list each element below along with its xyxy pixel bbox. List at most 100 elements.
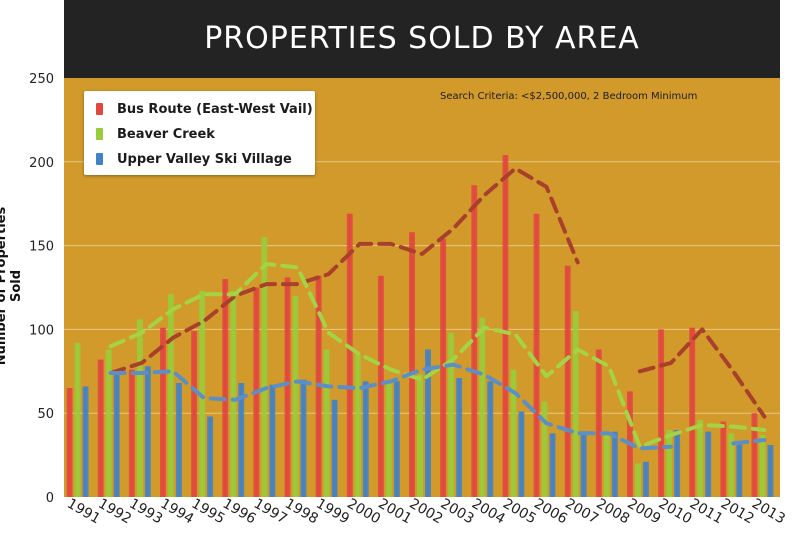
bar-beaver-creek (261, 237, 268, 497)
y-tick-label: 50 (37, 407, 54, 422)
x-tick-label: 2008 (593, 496, 632, 528)
bar-upper-valley (82, 386, 89, 497)
bar-bus-route (440, 238, 447, 497)
bar-upper-valley (300, 379, 307, 497)
y-tick-label: 0 (46, 491, 54, 506)
bar-upper-valley (705, 431, 712, 497)
title-bar: PROPERTIES SOLD BY AREA (64, 0, 780, 78)
bar-bus-route (502, 155, 509, 497)
x-tick-label: 1996 (220, 496, 259, 528)
bar-upper-valley (238, 383, 245, 497)
legend-label-upper-valley: Upper Valley Ski Village (117, 151, 292, 167)
legend-swatch-upper-valley (96, 153, 103, 165)
bar-beaver-creek (385, 383, 392, 497)
bar-upper-valley (642, 461, 649, 497)
bar-beaver-creek (510, 369, 517, 497)
bar-upper-valley (269, 384, 276, 497)
legend: Bus Route (East-West Vail) Beaver Creek … (84, 91, 315, 175)
bar-bus-route (66, 388, 73, 497)
legend-item-bus-route: Bus Route (East-West Vail) (96, 99, 313, 119)
x-tick-label: 2004 (469, 496, 508, 528)
legend-label-beaver-creek: Beaver Creek (117, 126, 215, 142)
bar-bus-route (533, 213, 540, 498)
x-tick-label: 2003 (438, 496, 477, 528)
bar-beaver-creek (728, 433, 735, 497)
bar-bus-route (159, 327, 166, 497)
trendline-bus-route (637, 327, 767, 419)
bar-beaver-creek (167, 294, 174, 497)
bar-bus-route (128, 369, 135, 497)
y-axis-label: Number of Properties Sold (0, 206, 24, 366)
bar-beaver-creek (136, 319, 143, 497)
trendline-beaver-creek (108, 262, 767, 449)
bar-upper-valley (425, 349, 431, 497)
bar-bus-route (191, 331, 198, 497)
x-tick-label: 2002 (407, 496, 446, 528)
legend-item-beaver-creek: Beaver Creek (96, 124, 215, 144)
legend-swatch-bus-route (96, 103, 103, 115)
x-tick-label: 1997 (251, 496, 290, 528)
bar-beaver-creek (323, 349, 330, 497)
bar-upper-valley (767, 445, 774, 497)
bar-upper-valley (487, 381, 494, 497)
bar-upper-valley (736, 443, 743, 497)
x-tick-label: 2007 (562, 496, 601, 528)
bar-bus-route (284, 277, 291, 497)
x-tick-label: 2005 (500, 496, 539, 528)
bar-beaver-creek (292, 295, 299, 497)
bar-beaver-creek (230, 290, 237, 497)
y-tick-label: 100 (29, 323, 54, 338)
bar-beaver-creek (759, 434, 766, 497)
bar-bus-route (471, 185, 478, 497)
bar-bus-route (377, 275, 384, 497)
x-tick-label: 2013 (749, 496, 788, 528)
bar-upper-valley (113, 374, 120, 497)
trendline-bus-route (108, 166, 580, 375)
bar-upper-valley (175, 383, 182, 497)
x-tick-label: 1994 (158, 496, 197, 528)
bar-bus-route (222, 279, 229, 497)
trendline-upper-valley (108, 362, 673, 451)
bar-beaver-creek (572, 310, 579, 497)
bar-beaver-creek (603, 433, 610, 497)
x-tick-label: 2000 (344, 496, 383, 528)
bar-bus-route (720, 421, 727, 497)
bar-bus-route (751, 413, 758, 497)
y-tick-label: 150 (29, 240, 54, 255)
bar-upper-valley (331, 399, 338, 497)
x-tick-label: 2001 (375, 496, 414, 528)
bar-upper-valley (207, 416, 214, 497)
bar-beaver-creek (417, 374, 423, 497)
bar-bus-route (346, 213, 353, 498)
x-tick-label: 1995 (189, 496, 228, 528)
bar-upper-valley (611, 431, 618, 497)
legend-label-bus-route: Bus Route (East-West Vail) (117, 101, 313, 117)
bar-beaver-creek (697, 419, 704, 497)
x-tick-label: 1993 (126, 496, 165, 528)
bar-beaver-creek (666, 429, 673, 497)
legend-swatch-beaver-creek (96, 128, 103, 140)
x-tick-label: 1998 (282, 496, 321, 528)
bar-beaver-creek (479, 317, 486, 497)
bar-upper-valley (362, 381, 369, 497)
bar-upper-valley (580, 433, 587, 497)
bar-beaver-creek (448, 332, 455, 497)
x-tick-label: 1991 (64, 496, 103, 528)
bar-beaver-creek (634, 463, 641, 497)
bar-bus-route (658, 329, 665, 497)
x-tick-label: 2009 (624, 496, 663, 528)
x-tick-label: 2010 (656, 496, 695, 528)
bar-bus-route (97, 359, 104, 497)
bar-bus-route (409, 232, 415, 497)
x-tick-label: 2012 (718, 496, 757, 528)
bar-upper-valley (393, 381, 400, 497)
x-tick-label: 1999 (313, 496, 352, 528)
bar-upper-valley (518, 411, 525, 497)
bar-beaver-creek (354, 354, 361, 497)
y-tick-label: 250 (29, 72, 54, 87)
bar-upper-valley (674, 429, 681, 497)
x-tick-label: 1992 (95, 496, 134, 528)
y-tick-label: 200 (29, 156, 54, 171)
x-tick-label: 2011 (687, 496, 726, 528)
x-tick-label: 2006 (531, 496, 570, 528)
